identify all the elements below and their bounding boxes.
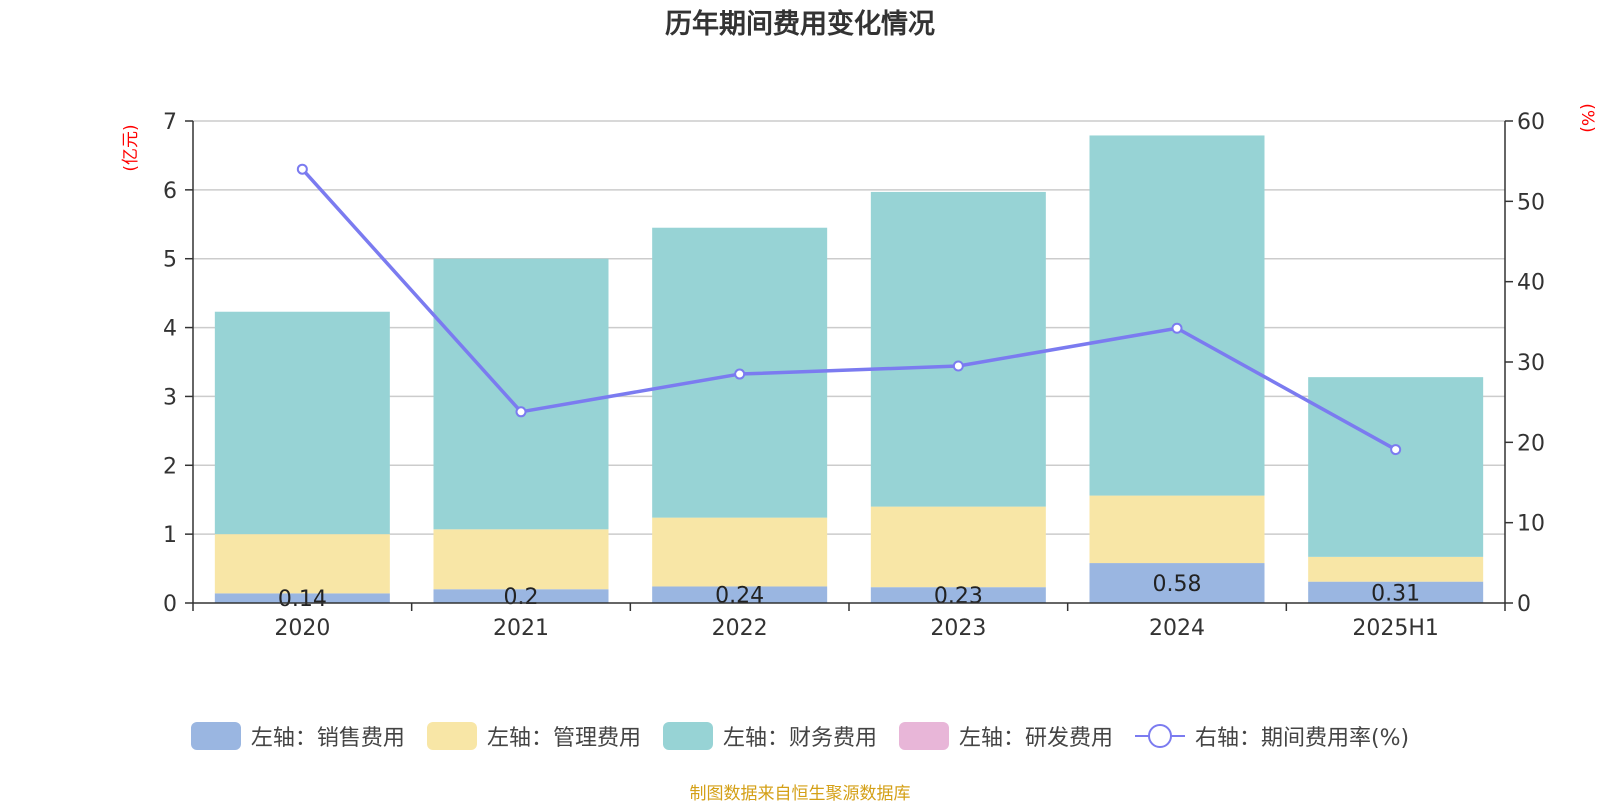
bar-segment: [214, 311, 390, 535]
x-tick-label: 2021: [493, 616, 549, 641]
left-tick-label: 5: [163, 248, 177, 273]
bar-segment: [433, 258, 609, 530]
chart-legend: 左轴：销售费用 左轴：管理费用 左轴：财务费用 左轴：研发费用 右轴：期间费用率(%): [0, 718, 1600, 754]
legend-label: 左轴：研发费用: [958, 726, 1113, 751]
legend-swatch: [190, 722, 241, 750]
rate-line: [301, 168, 1397, 452]
chart-title: 历年期间费用变化情况: [665, 9, 935, 40]
bar-segment: [870, 587, 1046, 603]
rate-point: [296, 163, 308, 175]
rate-point: [1390, 444, 1402, 456]
bar-segment: [1308, 581, 1484, 603]
legend-item[interactable]: 左轴：销售费用: [190, 720, 405, 752]
left-tick-label: 4: [163, 317, 177, 342]
bar-segment: [1089, 495, 1265, 564]
bar-segment: [870, 191, 1046, 507]
bar-data-label: 0.24: [715, 584, 764, 609]
right-tick-label: 10: [1517, 512, 1545, 537]
left-tick-label: 1: [163, 523, 177, 548]
legend-label: 左轴：管理费用: [486, 726, 641, 751]
left-tick-label: 7: [163, 110, 177, 135]
bar-segment: [433, 529, 609, 590]
rate-point: [952, 360, 964, 372]
right-tick-label: 60: [1517, 110, 1545, 135]
right-tick-label: 0: [1517, 592, 1531, 617]
bar-segment: [1308, 556, 1484, 582]
x-tick-label: 2022: [712, 616, 768, 641]
bar-segment: [214, 534, 390, 594]
right-tick-label: 30: [1517, 351, 1545, 376]
legend-swatch: [1134, 722, 1185, 750]
legend-label: 左轴：财务费用: [722, 726, 877, 751]
left-tick-label: 6: [163, 179, 177, 204]
legend-item[interactable]: 右轴：期间费用率(%): [1134, 720, 1410, 752]
right-tick-label: 50: [1517, 190, 1545, 215]
rate-point: [734, 368, 746, 380]
bar-segment: [1089, 563, 1265, 603]
left-tick-label: 3: [163, 385, 177, 410]
bar-data-label: 0.2: [504, 585, 539, 610]
bar-segment: [1089, 135, 1265, 496]
bar-segment: [214, 593, 390, 603]
bar-segment: [433, 589, 609, 603]
x-tick-label: 2020: [274, 616, 330, 641]
left-tick-label: 2: [163, 454, 177, 479]
legend-swatch: [426, 722, 477, 750]
legend-item[interactable]: 左轴：管理费用: [426, 720, 641, 752]
legend-swatch: [898, 722, 949, 750]
left-tick-label: 0: [163, 592, 177, 617]
bar-data-label: 0.58: [1153, 572, 1202, 597]
legend-label: 右轴：期间费用率(%): [1194, 726, 1410, 751]
data-source-note: 制图数据来自恒生聚源数据库: [689, 784, 911, 804]
bar-segment: [870, 506, 1046, 588]
bar-segment: [652, 586, 828, 603]
right-axis-unit: (%): [1577, 103, 1597, 132]
chart-plot: 0.14 0.2 0.24 0.23 0.58 0.31 0 1 2 3 4 5 6 7 0 10 20 30 40…: [121, 103, 1597, 641]
bar-data-label: 0.14: [278, 587, 327, 612]
x-tick-label: 2025H1: [1352, 616, 1439, 641]
x-tick-label: 2023: [930, 616, 986, 641]
legend-label: 左轴：销售费用: [250, 726, 405, 751]
x-tick-label: 2024: [1149, 616, 1205, 641]
bar-data-label: 0.31: [1371, 581, 1420, 606]
bar-data-label: 0.23: [934, 584, 983, 609]
rate-point: [515, 406, 527, 418]
legend-item[interactable]: 左轴：财务费用: [662, 720, 877, 752]
rate-point: [1171, 322, 1183, 334]
right-tick-label: 20: [1517, 431, 1545, 456]
left-axis-unit: (亿元): [121, 124, 141, 171]
bar-segment: [652, 517, 828, 587]
legend-swatch: [662, 722, 713, 750]
right-tick-label: 40: [1517, 271, 1545, 296]
legend-item[interactable]: 左轴：研发费用: [898, 720, 1113, 752]
bar-segment: [1308, 377, 1484, 557]
